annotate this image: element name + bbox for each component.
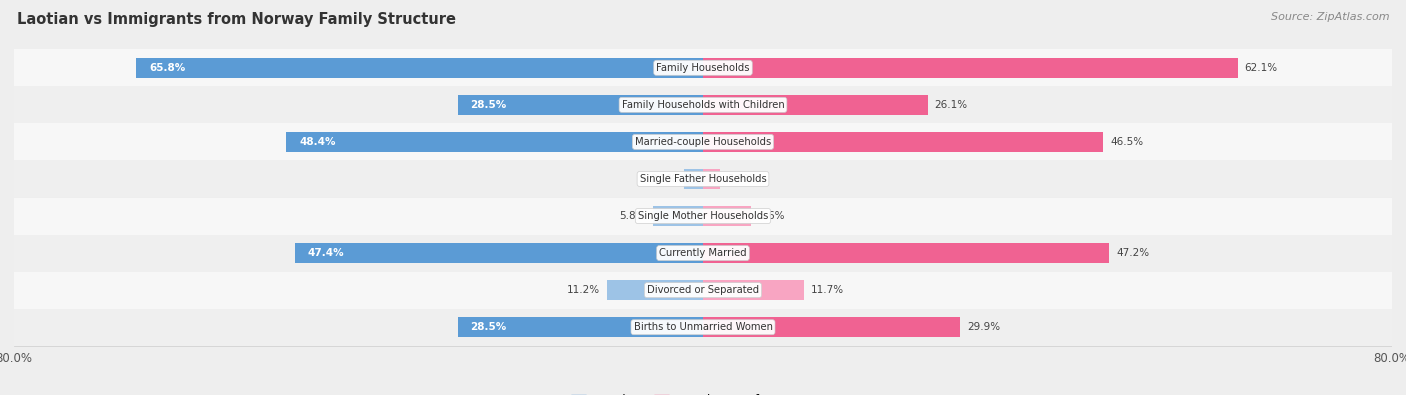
Text: Single Father Households: Single Father Households	[640, 174, 766, 184]
Text: Births to Unmarried Women: Births to Unmarried Women	[634, 322, 772, 332]
Text: Divorced or Separated: Divorced or Separated	[647, 285, 759, 295]
Bar	[703, 95, 928, 115]
Text: 2.2%: 2.2%	[651, 174, 678, 184]
Text: Single Mother Households: Single Mother Households	[638, 211, 768, 221]
Bar	[703, 169, 720, 189]
Bar	[14, 308, 1392, 346]
Bar	[457, 317, 703, 337]
Text: 47.4%: 47.4%	[308, 248, 344, 258]
Text: Family Households with Children: Family Households with Children	[621, 100, 785, 110]
Text: 2.0%: 2.0%	[727, 174, 754, 184]
Bar	[287, 132, 703, 152]
Text: Source: ZipAtlas.com: Source: ZipAtlas.com	[1271, 12, 1389, 22]
Text: 46.5%: 46.5%	[1111, 137, 1143, 147]
Text: Laotian vs Immigrants from Norway Family Structure: Laotian vs Immigrants from Norway Family…	[17, 12, 456, 27]
Text: 62.1%: 62.1%	[1244, 63, 1278, 73]
Bar	[457, 95, 703, 115]
Text: 28.5%: 28.5%	[471, 322, 506, 332]
Text: 48.4%: 48.4%	[299, 137, 336, 147]
Text: 28.5%: 28.5%	[471, 100, 506, 110]
Legend: Laotian, Immigrants from Norway: Laotian, Immigrants from Norway	[571, 394, 835, 395]
Text: 65.8%: 65.8%	[149, 63, 186, 73]
Text: 26.1%: 26.1%	[935, 100, 967, 110]
Text: 11.7%: 11.7%	[811, 285, 844, 295]
Bar	[606, 280, 703, 300]
Text: 5.8%: 5.8%	[620, 211, 647, 221]
Bar	[703, 243, 1109, 263]
Bar	[652, 206, 703, 226]
Bar	[136, 58, 703, 78]
Bar	[703, 206, 751, 226]
Text: 29.9%: 29.9%	[967, 322, 1001, 332]
Text: 5.6%: 5.6%	[758, 211, 785, 221]
Bar	[703, 58, 1237, 78]
Bar	[14, 272, 1392, 308]
Bar	[14, 198, 1392, 235]
Bar	[703, 280, 804, 300]
Text: Family Households: Family Households	[657, 63, 749, 73]
Text: Currently Married: Currently Married	[659, 248, 747, 258]
Bar	[295, 243, 703, 263]
Bar	[703, 317, 960, 337]
Text: Married-couple Households: Married-couple Households	[636, 137, 770, 147]
Bar	[14, 123, 1392, 160]
Bar	[14, 49, 1392, 87]
Text: 47.2%: 47.2%	[1116, 248, 1150, 258]
Bar	[14, 160, 1392, 198]
Bar	[685, 169, 703, 189]
Bar	[703, 132, 1104, 152]
Text: 11.2%: 11.2%	[567, 285, 599, 295]
Bar	[14, 235, 1392, 272]
Bar	[14, 87, 1392, 123]
